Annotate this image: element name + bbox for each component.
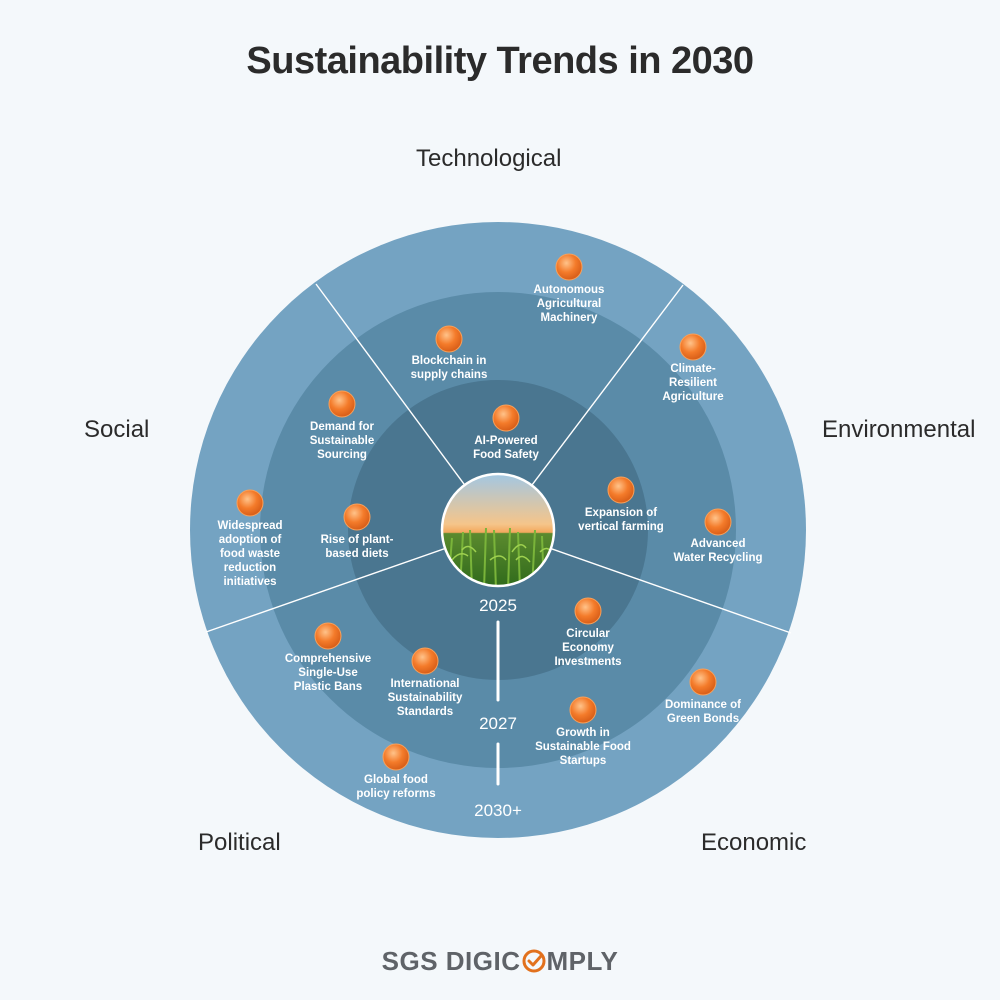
trend-label: International Sustainability Standards [388,678,463,718]
trend-dot [435,325,463,353]
trend-sustainable-food-startups: Growth in Sustainable Food Startups [535,696,631,767]
trend-label: Widespread adoption of food waste reduction… [217,520,282,588]
trend-dot [689,668,717,696]
trend-expansion-vertical-farming: Expansion of vertical farming [578,476,664,533]
trend-ai-powered-food-safety: AI-Powered Food Safety [473,404,540,461]
ring-label-2025: 2025 [479,596,517,615]
trend-dot [382,743,410,771]
trend-dot [236,489,264,517]
trend-dot [411,647,439,675]
trend-dot [555,253,583,281]
page-title: Sustainability Trends in 2030 [246,40,754,82]
category-environmental: Environmental [822,416,976,443]
trend-dot [328,390,356,418]
trend-label: Growth in Sustainable Food Startups [535,727,631,767]
trend-autonomous-agricultural-machinery: Autonomous Agricultural Machinery [534,253,605,324]
trend-label: Rise of plant-based diets [321,534,394,560]
trend-points: Autonomous Agricultural Machinery Blockchai… [217,253,763,800]
category-technological: Technological [416,145,562,172]
trend-label: Climate-Resilient Agriculture [662,363,723,403]
category-social: Social [84,416,150,443]
ring-label-2027: 2027 [479,714,517,733]
category-political: Political [198,829,281,856]
trend-plant-based-diets: Rise of plant-based diets [321,503,394,560]
trend-single-use-plastic-bans: Comprehensive Single-Use Plastic Bans [285,622,371,693]
sgs-digicomply-logo: SGS DIGIC MPLY [381,946,619,976]
trend-label: Advanced Water Recycling [673,538,762,564]
trend-label: Comprehensive Single-Use Plastic Bans [285,653,371,693]
trend-label: Blockchain in supply chains [411,355,488,381]
category-economic: Economic [701,829,807,856]
trend-label: Autonomous Agricultural Machinery [534,284,605,324]
trend-dot [569,696,597,724]
trend-label: Dominance of Green Bonds [665,699,741,725]
trend-blockchain-supply-chains: Blockchain in supply chains [411,325,488,381]
trend-food-waste-reduction: Widespread adoption of food waste reduction… [217,489,283,588]
trend-dominance-green-bonds: Dominance of Green Bonds [665,668,741,725]
trend-international-sustainability-standards: International Sustainability Standards [388,647,463,718]
trend-label: Expansion of vertical farming [578,507,664,533]
trend-label: Global food policy reforms [356,774,435,800]
trend-advanced-water-recycling: Advanced Water Recycling [673,508,763,564]
trend-dot [314,622,342,650]
trend-dot [492,404,520,432]
center-image-border [440,472,556,588]
center-image [442,474,554,586]
trend-global-food-policy-reforms: Global food policy reforms [356,743,436,800]
trend-dot [343,503,371,531]
trend-dot [574,597,602,625]
trend-dot [607,476,635,504]
trend-dot [704,508,732,536]
trend-label: AI-Powered Food Safety [473,435,539,461]
ring-label-2030: 2030+ [474,801,522,820]
check-circle-icon [522,949,545,973]
trend-label: Demand for Sustainable Sourcing [310,421,375,461]
trend-demand-sustainable-sourcing: Demand for Sustainable Sourcing [310,390,375,461]
trend-dot [679,333,707,361]
trend-circular-economy-investments: Circular Economy Investments [554,597,622,668]
trend-climate-resilient-agriculture: Climate-Resilient Agriculture [662,333,724,403]
trend-label: Circular Economy Investments [554,628,621,668]
